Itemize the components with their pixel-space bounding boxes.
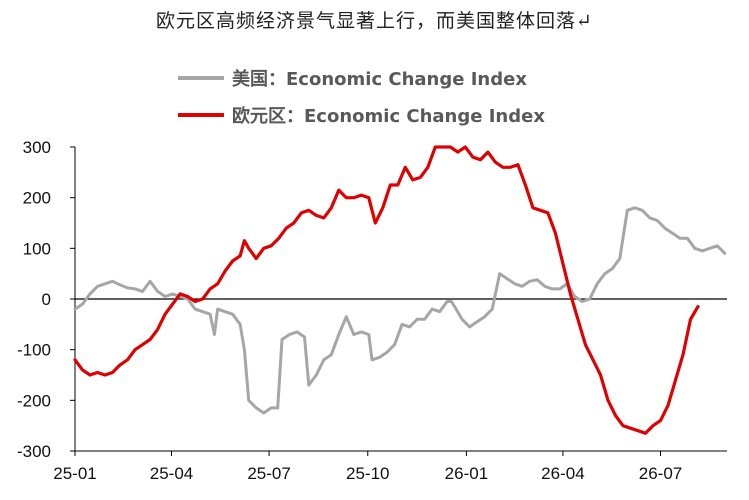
legend-label-us: 美国：Economic Change Index — [232, 69, 527, 90]
legend-entry-us: 美国：Economic Change Index — [178, 66, 527, 90]
chart-title: 欧元区高频经济景气显著上行，而美国整体回落↵ — [156, 10, 593, 32]
x-tick-label: 25-01 — [53, 464, 96, 483]
x-tick-label: 26-07 — [639, 464, 682, 483]
x-tick-label: 26-04 — [541, 464, 584, 483]
legend-swatch-us — [178, 76, 224, 80]
y-tick-label: 200 — [23, 189, 51, 208]
legend-swatch-eurozone — [178, 113, 224, 117]
legend-label-eurozone: 欧元区：Economic Change Index — [232, 106, 545, 127]
series-line-us — [73, 206, 727, 415]
series-line-eurozone — [73, 145, 700, 435]
legend-entry-eurozone: 欧元区：Economic Change Index — [178, 103, 545, 127]
y-tick-label: 0 — [42, 290, 51, 309]
y-tick-label: -200 — [17, 391, 51, 410]
x-tick-label: 25-07 — [247, 464, 290, 483]
x-tick-label: 25-10 — [346, 464, 389, 483]
x-tick-label: 25-04 — [150, 464, 193, 483]
y-tick-label: 100 — [23, 239, 51, 258]
x-tick-label: 26-01 — [445, 464, 488, 483]
y-tick-label: -300 — [17, 442, 51, 461]
y-tick-label: 300 — [23, 138, 51, 157]
y-tick-label: -100 — [17, 341, 51, 360]
